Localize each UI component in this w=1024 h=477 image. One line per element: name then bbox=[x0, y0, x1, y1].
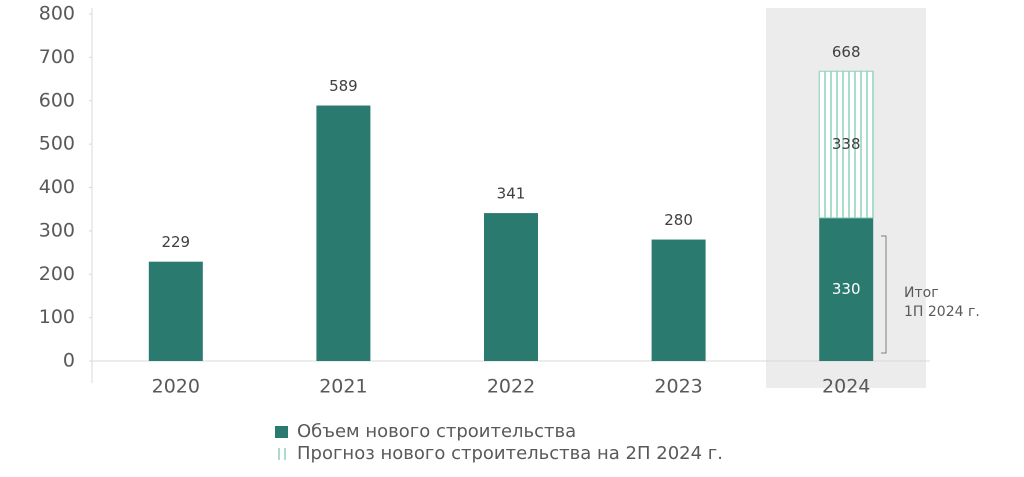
bar bbox=[316, 105, 371, 362]
value-label: 330 bbox=[832, 280, 861, 298]
x-tick-label: 2023 bbox=[654, 376, 702, 398]
y-tick-label: 600 bbox=[39, 89, 75, 111]
legend-label: Прогноз нового строительства на 2П 2024 … bbox=[297, 443, 723, 464]
value-label: 589 bbox=[329, 77, 358, 95]
y-tick-label: 100 bbox=[39, 306, 75, 328]
bar bbox=[148, 261, 203, 361]
value-label: 280 bbox=[664, 211, 693, 229]
x-tick-label: 2021 bbox=[319, 376, 367, 398]
y-tick-label: 200 bbox=[39, 263, 75, 285]
legend-swatch bbox=[275, 448, 288, 460]
y-tick-label: 400 bbox=[39, 176, 75, 198]
legend-label: Объем нового строительства bbox=[297, 421, 576, 442]
total-label: 668 bbox=[832, 43, 861, 61]
value-label: 229 bbox=[161, 233, 190, 251]
y-tick-label: 500 bbox=[39, 133, 75, 155]
x-tick-label: 2024 bbox=[822, 376, 870, 398]
bar bbox=[484, 213, 538, 361]
bar bbox=[819, 217, 874, 361]
bracket bbox=[881, 235, 887, 354]
x-tick-label: 2020 bbox=[152, 376, 200, 398]
y-tick-label: 0 bbox=[63, 350, 75, 372]
y-tick-label: 700 bbox=[39, 46, 75, 68]
annotation: Итог bbox=[904, 285, 939, 301]
x-tick-label: 2022 bbox=[487, 376, 535, 398]
value-label: 338 bbox=[832, 135, 861, 153]
legend-swatch bbox=[275, 426, 288, 438]
annotation: 1П 2024 г. bbox=[904, 304, 980, 320]
bar bbox=[651, 239, 706, 361]
bar bbox=[818, 70, 874, 219]
y-tick-label: 800 bbox=[39, 3, 75, 25]
y-tick-label: 300 bbox=[39, 219, 75, 241]
value-label: 341 bbox=[497, 185, 526, 203]
